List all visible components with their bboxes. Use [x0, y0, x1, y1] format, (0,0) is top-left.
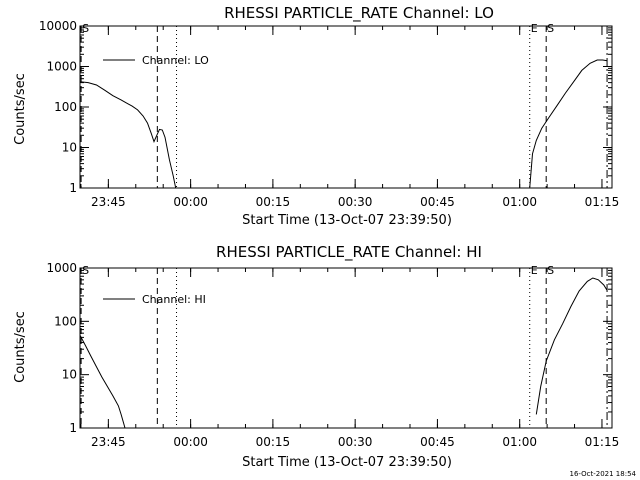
lo-y-tick-label: 10 [62, 141, 77, 155]
footer-timestamp: 16-Oct-2021 18:54 [570, 470, 637, 478]
lo-chart-title: RHESSI PARTICLE_RATE Channel: LO [224, 4, 494, 23]
lo-y-axis-label: Counts/sec [13, 73, 28, 145]
hi-chart-title: RHESSI PARTICLE_RATE Channel: HI [216, 243, 482, 262]
hi-marker-label: S [82, 264, 89, 277]
hi-x-tick-label: 01:00 [502, 435, 537, 449]
lo-y-tick-label: 10000 [39, 19, 77, 33]
hi-x-tick-label: 01:15 [585, 435, 620, 449]
lo-x-tick-label: 00:00 [173, 195, 208, 209]
hi-x-tick-label: 23:45 [91, 435, 126, 449]
hi-legend-label: Channel: HI [142, 293, 206, 306]
lo-x-tick-label: 01:15 [585, 195, 620, 209]
lo-y-tick-label: 1000 [46, 60, 77, 74]
lo-x-axis-label: Start Time (13-Oct-07 23:39:50) [242, 213, 452, 228]
hi-y-tick-label: 100 [54, 314, 77, 328]
hi-x-tick-label: 00:15 [256, 435, 291, 449]
lo-series-line [529, 59, 608, 188]
hi-plot-frame [79, 267, 613, 429]
lo-x-tick-label: 00:30 [338, 195, 373, 209]
hi-y-tick-label: 1 [69, 421, 77, 435]
hi-marker-label: S [547, 264, 554, 277]
lo-x-tick-label: 01:00 [502, 195, 537, 209]
hi-series-line [80, 334, 126, 428]
lo-series-line [80, 81, 177, 188]
lo-plot-frame [79, 25, 613, 189]
lo-x-tick-label: 00:45 [420, 195, 455, 209]
hi-x-axis-label: Start Time (13-Oct-07 23:39:50) [242, 455, 452, 470]
lo-marker-label: S [547, 22, 554, 35]
hi-y-axis-label: Counts/sec [13, 311, 28, 383]
hi-x-tick-label: 00:00 [173, 435, 208, 449]
lo-legend-label: Channel: LO [142, 54, 209, 67]
hi-y-tick-label: 1000 [46, 261, 77, 275]
lo-channel-panel: RHESSI PARTICLE_RATE Channel: LO Counts/… [13, 4, 619, 228]
hi-series-line [535, 277, 608, 415]
hi-channel-panel: RHESSI PARTICLE_RATE Channel: HI Counts/… [13, 243, 619, 470]
lo-marker-label: S [82, 22, 89, 35]
hi-x-tick-label: 00:45 [420, 435, 455, 449]
lo-y-tick-label: 100 [54, 100, 77, 114]
hi-marker-label: E [531, 264, 538, 277]
lo-x-tick-label: 00:15 [256, 195, 291, 209]
lo-marker-label: E [531, 22, 538, 35]
hi-y-tick-label: 10 [62, 368, 77, 382]
lo-y-tick-label: 1 [69, 181, 77, 195]
hi-x-tick-label: 00:30 [338, 435, 373, 449]
lo-x-tick-label: 23:45 [91, 195, 126, 209]
